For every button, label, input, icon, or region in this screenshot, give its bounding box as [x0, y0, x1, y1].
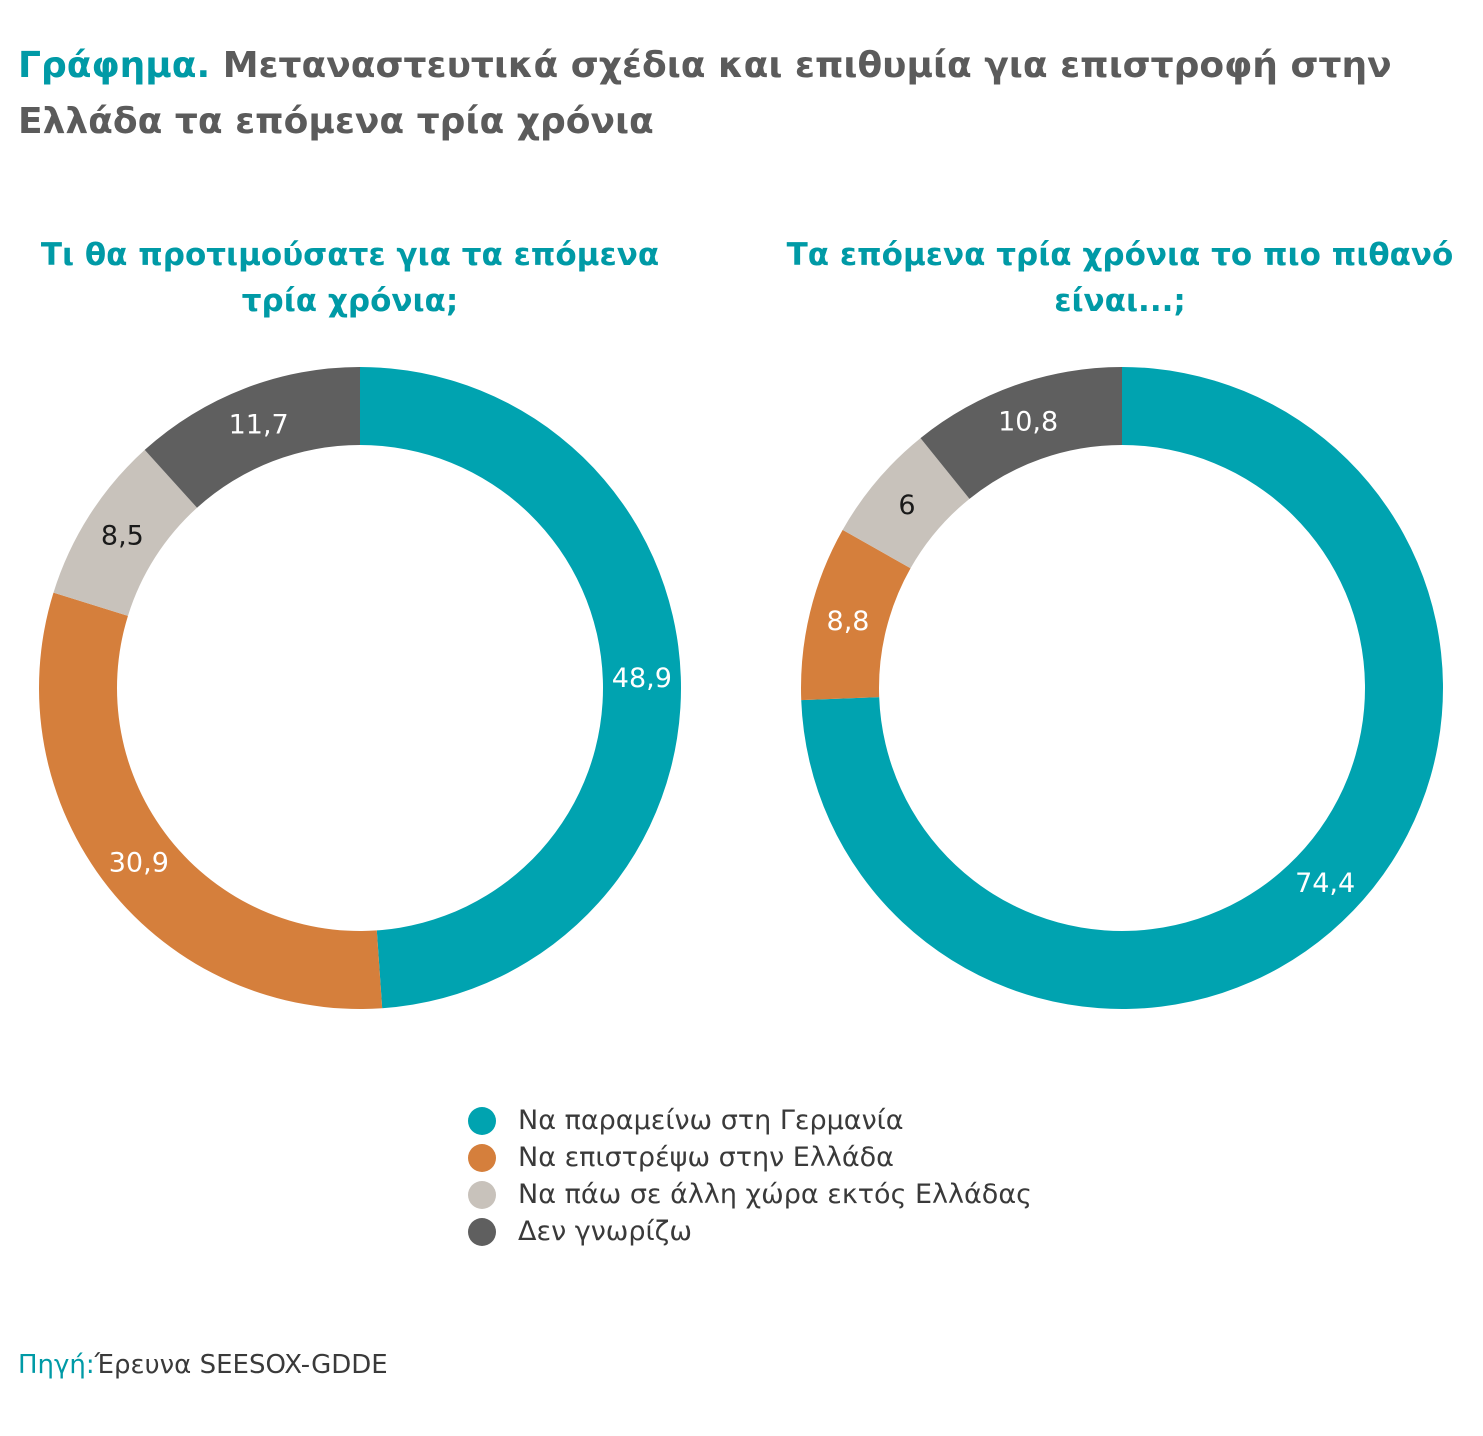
- slice-data-label: 8,8: [827, 606, 870, 637]
- title-text: Μεταναστευτικά σχέδια και επιθυμία για ε…: [18, 45, 1392, 142]
- slice-data-label: 8,5: [101, 521, 144, 552]
- legend-item: Να πάω σε άλλη χώρα εκτός Ελλάδας: [468, 1176, 1032, 1213]
- legend-item: Να επιστρέψω στην Ελλάδα: [468, 1139, 1032, 1176]
- donut-slice: [360, 367, 681, 1009]
- slice-data-label: 74,4: [1295, 868, 1355, 899]
- donut-slice: [842, 438, 970, 569]
- slice-data-label: 30,9: [109, 847, 169, 878]
- legend: Να παραμείνω στη Γερμανία Να επιστρέψω σ…: [468, 1102, 1032, 1250]
- right-chart-title: Τα επόμενα τρία χρόνια το πιο πιθανό είν…: [786, 237, 1454, 319]
- legend-swatch: [468, 1143, 496, 1172]
- donut-slice: [920, 367, 1122, 499]
- legend-swatch: [468, 1217, 496, 1246]
- source-label: Πηγή:: [18, 1350, 95, 1380]
- title-prefix: Γράφημα.: [18, 45, 211, 86]
- legend-label: Να επιστρέψω στην Ελλάδα: [518, 1142, 894, 1173]
- slice-data-label: 6: [898, 490, 915, 521]
- legend-swatch: [468, 1106, 496, 1135]
- source-text: Έρευνα SEESOX-GDDE: [94, 1350, 388, 1380]
- chart-title: Γράφημα. Μεταναστευτικά σχέδια και επιθυ…: [18, 38, 1458, 150]
- source-note: Πηγή:Έρευνα SEESOX-GDDE: [18, 1350, 388, 1380]
- legend-label: Να παραμείνω στη Γερμανία: [518, 1105, 904, 1136]
- legend-item: Να παραμείνω στη Γερμανία: [468, 1102, 1032, 1139]
- slice-data-label: 48,9: [612, 663, 672, 694]
- donut-slice: [39, 592, 383, 1010]
- legend-swatch: [468, 1180, 496, 1209]
- legend-item: Δεν γνωρίζω: [468, 1213, 1032, 1250]
- slice-data-label: 11,7: [229, 409, 289, 440]
- legend-label: Να πάω σε άλλη χώρα εκτός Ελλάδας: [518, 1179, 1032, 1210]
- legend-label: Δεν γνωρίζω: [518, 1216, 692, 1247]
- slice-data-label: 10,8: [998, 407, 1058, 438]
- donut-slice: [53, 449, 198, 616]
- left-chart-title: Τι θα προτιμούσατε για τα επόμενα τρία χ…: [40, 237, 660, 319]
- donut-slice: [801, 529, 911, 701]
- donut-slice: [144, 367, 360, 508]
